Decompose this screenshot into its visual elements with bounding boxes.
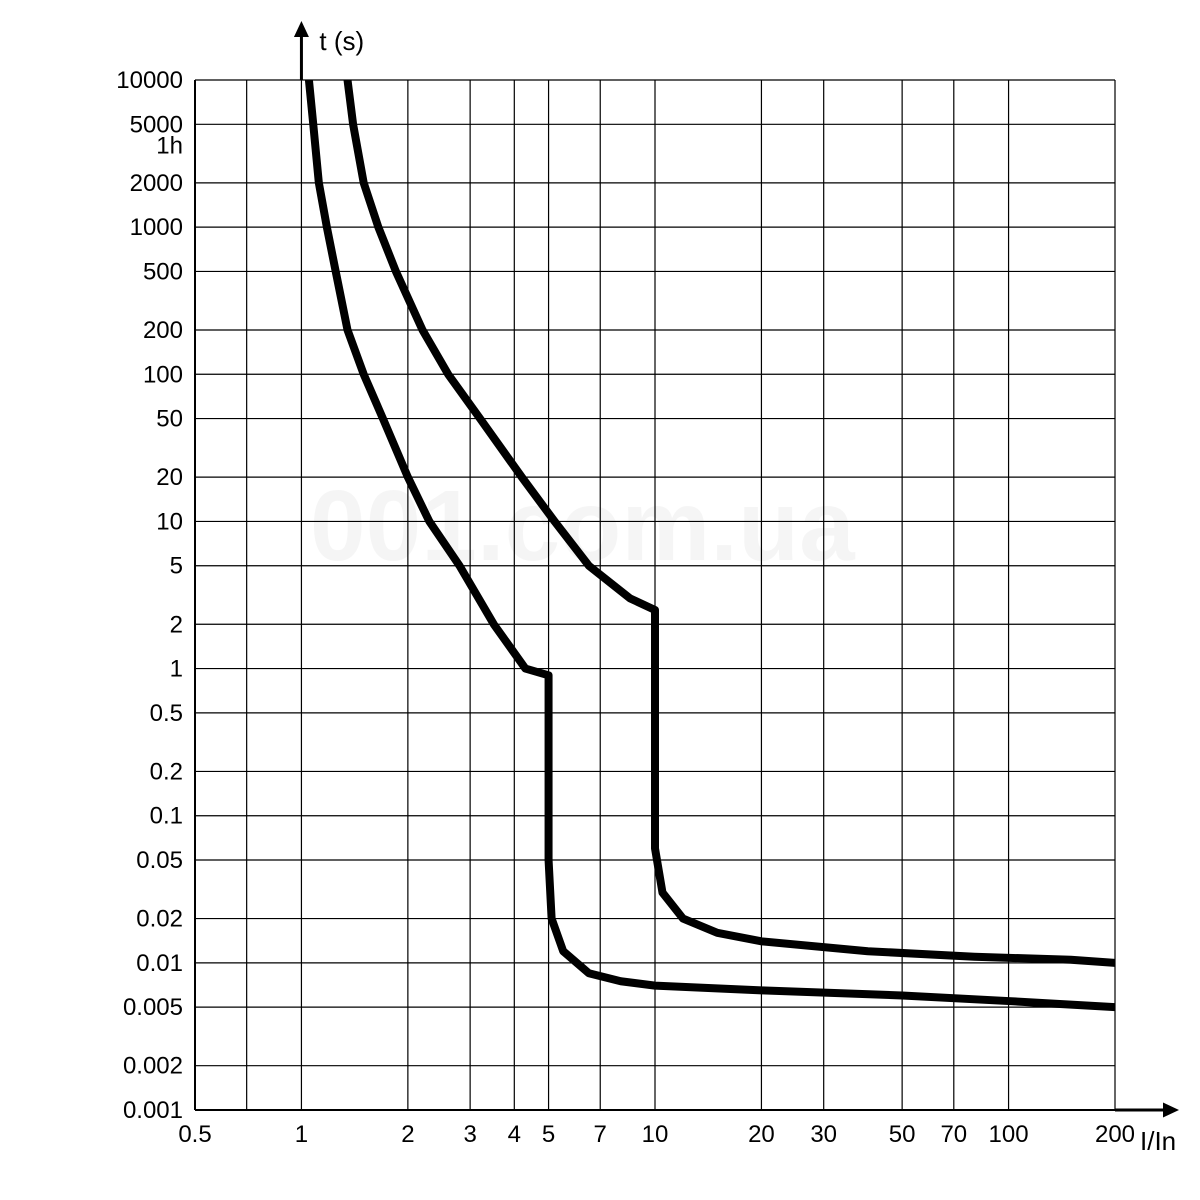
- y-tick-label: 0.005: [123, 994, 183, 1021]
- x-tick-label: 2: [401, 1121, 414, 1148]
- y-tick-label: 2000: [130, 170, 183, 197]
- x-tick-label: 30: [810, 1121, 837, 1148]
- x-tick-label: 1: [295, 1121, 308, 1148]
- x-tick-label: 200: [1095, 1121, 1135, 1148]
- y-tick-label: 20: [156, 464, 183, 491]
- y-tick-label: 10000: [116, 67, 183, 94]
- y-tick-label: 2: [170, 611, 183, 638]
- x-tick-label: 0.5: [178, 1121, 211, 1148]
- y-tick-label: 0.1: [150, 803, 183, 830]
- chart-svg: 001.com.uat (s)I/In0.5123457102030507010…: [0, 0, 1200, 1200]
- x-tick-label: 5: [542, 1121, 555, 1148]
- y-tick-label: 1: [170, 656, 183, 683]
- y-tick-label: 0.5: [150, 700, 183, 727]
- y-tick-label: 5: [170, 553, 183, 580]
- y-tick-label: 200: [143, 317, 183, 344]
- y-tick-label: 1000: [130, 214, 183, 241]
- y-axis-label: t (s): [319, 26, 364, 56]
- y-tick-label: 0.01: [136, 950, 183, 977]
- x-tick-label: 20: [748, 1121, 775, 1148]
- y-tick-label: 10: [156, 508, 183, 535]
- x-axis-label: I/In: [1140, 1126, 1176, 1156]
- x-tick-label: 4: [508, 1121, 521, 1148]
- y-tick-label: 0.05: [136, 847, 183, 874]
- y-tick-label: 0.2: [150, 758, 183, 785]
- y-tick-label: 0.002: [123, 1053, 183, 1080]
- y-tick-label: 0.02: [136, 906, 183, 933]
- x-tick-label: 100: [989, 1121, 1029, 1148]
- y-tick-label: 0.001: [123, 1097, 183, 1124]
- x-tick-label: 7: [594, 1121, 607, 1148]
- y-tick-label-1h: 1h: [156, 132, 183, 159]
- y-tick-label: 100: [143, 361, 183, 388]
- x-tick-label: 50: [889, 1121, 916, 1148]
- x-tick-label: 70: [940, 1121, 967, 1148]
- y-tick-label: 50: [156, 406, 183, 433]
- trip-curve-chart: 001.com.uat (s)I/In0.5123457102030507010…: [0, 0, 1200, 1200]
- x-tick-label: 3: [463, 1121, 476, 1148]
- x-tick-label: 10: [642, 1121, 669, 1148]
- y-tick-label: 500: [143, 258, 183, 285]
